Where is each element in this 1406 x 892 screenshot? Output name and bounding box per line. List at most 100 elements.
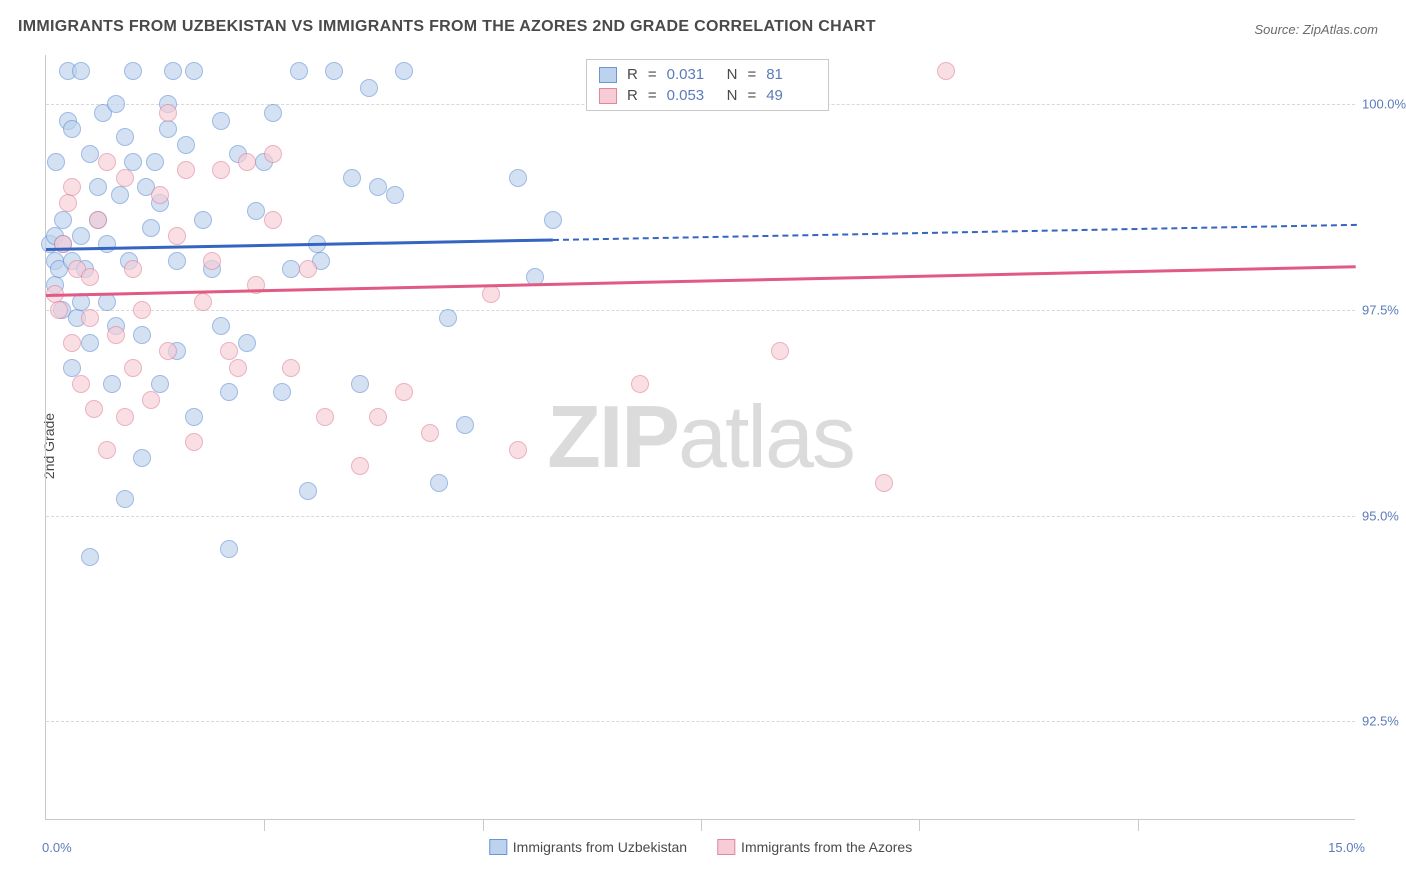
scatter-point [50,301,68,319]
stats-value-r: 0.053 [667,87,717,104]
scatter-point [177,136,195,154]
scatter-point [81,334,99,352]
scatter-point [63,178,81,196]
y-tick-label: 97.5% [1362,303,1406,318]
scatter-point [159,104,177,122]
scatter-point [103,375,121,393]
scatter-point [151,375,169,393]
scatter-point [194,293,212,311]
scatter-point [59,194,77,212]
scatter-point [282,260,300,278]
scatter-point [98,153,116,171]
scatter-point [212,317,230,335]
y-tick-label: 95.0% [1362,508,1406,523]
scatter-point [177,161,195,179]
scatter-point [229,359,247,377]
scatter-point [98,441,116,459]
scatter-point [63,334,81,352]
scatter-point [509,441,527,459]
scatter-point [299,260,317,278]
scatter-point [107,95,125,113]
scatter-point [72,62,90,80]
scatter-point [395,383,413,401]
scatter-point [282,359,300,377]
watermark: ZIPatlas [547,386,854,488]
legend-item: Immigrants from the Azores [717,839,912,855]
scatter-point [395,62,413,80]
scatter-point [116,128,134,146]
legend-swatch [599,67,617,83]
bottom-legend: Immigrants from Uzbekistan Immigrants fro… [489,839,912,855]
scatter-point [482,285,500,303]
scatter-point [89,178,107,196]
scatter-point [247,202,265,220]
scatter-point [124,359,142,377]
y-tick-label: 92.5% [1362,714,1406,729]
scatter-point [544,211,562,229]
scatter-point [203,252,221,270]
scatter-point [47,153,65,171]
trend-line-solid [46,265,1356,296]
scatter-point [81,268,99,286]
scatter-point [142,391,160,409]
scatter-point [124,260,142,278]
scatter-point [185,408,203,426]
scatter-point [360,79,378,97]
scatter-point [81,309,99,327]
scatter-point [72,227,90,245]
scatter-point [290,62,308,80]
scatter-point [351,375,369,393]
scatter-point [509,169,527,187]
scatter-point [168,252,186,270]
scatter-point [124,62,142,80]
legend-swatch [599,88,617,104]
scatter-point [264,211,282,229]
scatter-point [194,211,212,229]
scatter-point [264,145,282,163]
scatter-point [386,186,404,204]
stats-eq: = [648,66,657,83]
scatter-point [369,408,387,426]
scatter-point [164,62,182,80]
scatter-point [133,301,151,319]
scatter-point [273,383,291,401]
scatter-point [771,342,789,360]
stats-label-n: N [727,66,738,83]
scatter-point [81,548,99,566]
x-tick [1138,819,1139,831]
grid-line [46,516,1355,517]
scatter-point [456,416,474,434]
legend-label: Immigrants from Uzbekistan [513,839,687,855]
grid-line [46,721,1355,722]
scatter-point [439,309,457,327]
grid-line [46,310,1355,311]
scatter-point [142,219,160,237]
scatter-point [343,169,361,187]
stats-label-r: R [627,66,638,83]
scatter-point [54,235,72,253]
scatter-point [212,161,230,179]
scatter-point [212,112,230,130]
scatter-point [98,293,116,311]
scatter-point [325,62,343,80]
scatter-point [133,326,151,344]
scatter-point [124,153,142,171]
y-tick-label: 100.0% [1362,97,1406,112]
scatter-point [89,211,107,229]
scatter-point [220,383,238,401]
scatter-point [185,62,203,80]
trend-line-dashed [553,224,1356,241]
scatter-point [81,145,99,163]
stats-eq: = [747,87,756,104]
scatter-point [63,120,81,138]
stats-legend-box: R=0.031N=81R=0.053N=49 [586,59,829,111]
scatter-point [107,326,125,344]
scatter-point [316,408,334,426]
x-tick [264,819,265,831]
scatter-point [299,482,317,500]
x-tick [483,819,484,831]
stats-row: R=0.053N=49 [599,87,816,104]
legend-label: Immigrants from the Azores [741,839,912,855]
plot-area: ZIPatlas R=0.031N=81R=0.053N=49 0.0% 15.… [45,55,1355,820]
scatter-point [111,186,129,204]
